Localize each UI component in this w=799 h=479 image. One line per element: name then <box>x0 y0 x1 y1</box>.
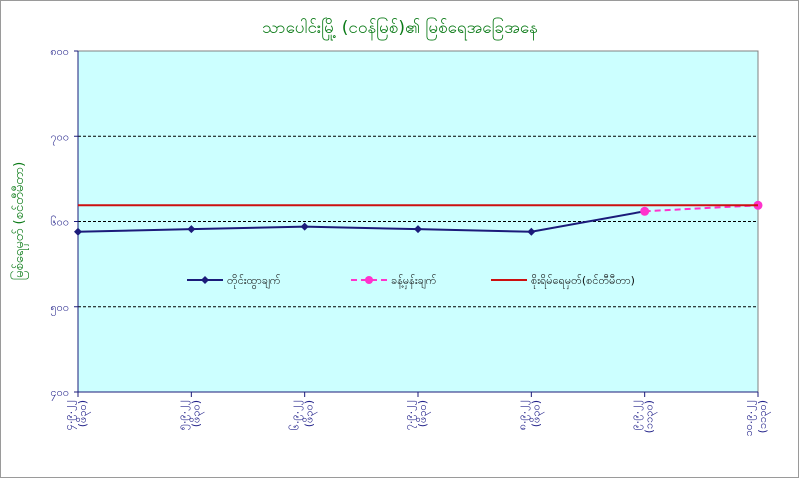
y-tick-label: ၅၀၀ <box>50 301 69 316</box>
forecast-point <box>640 206 650 216</box>
x-tick-label: (၁၁၃၀) <box>643 400 658 433</box>
x-tick-label: (ဖိ၃၀) <box>76 400 91 427</box>
x-tick-label: ၄.၉.၂၂ <box>62 400 77 430</box>
x-tick-labels: ၄.၉.၂၂ (ဖိ၃၀) ၅.၉.၂၂ (ဖိ၃၀) ၆.၉.၂၂ (ဖိ၃၀) ၇.၉.… <box>62 392 771 436</box>
x-tick-label: ၁၀.၉.၂၂ <box>742 400 757 436</box>
data-point <box>414 225 422 234</box>
x-tick-label: ၈.၉.၂၂ <box>515 400 530 430</box>
data-point <box>300 222 309 231</box>
legend-label: စိုးရိမ်ရေမှတ်(စင်တီမီတာ) <box>531 274 635 289</box>
y-tick-label: ၄၀၀ <box>50 386 69 401</box>
legend-marker <box>365 276 373 284</box>
x-tick-label: (ဖိ၃၀) <box>416 400 431 427</box>
y-tick-label: ၆၀၀ <box>50 216 69 229</box>
x-tick-label: (ဖိ၃၀) <box>529 400 544 427</box>
x-tick-label: (ဖိ၃၀) <box>303 400 318 427</box>
legend: တိုင်းထွာချက် ခန့်မှန်းချက် စိုးရိမ်ရေမှတ်… <box>187 274 635 289</box>
legend-label: ခန့်မှန်းချက် <box>391 274 437 289</box>
series <box>74 200 763 236</box>
legend-label: တိုင်းထွာချက် <box>227 274 281 289</box>
y-tick-label: ၇၀၀ <box>50 130 69 145</box>
x-tick-label: ၇.၉.၂၂ <box>402 400 417 430</box>
gridlines <box>78 135 758 308</box>
series-line-1 <box>77 210 645 233</box>
data-point <box>74 227 82 236</box>
x-tick-label: (ဖိ၃၀) <box>189 400 204 427</box>
y-tick-label: ၈၀၀ <box>50 45 69 58</box>
data-point <box>527 227 536 236</box>
chart-title: သာပေါင်းမြို့ (ငဝန်မြစ်)၏ မြစ်ရေအခြေအနေ <box>262 16 538 41</box>
x-tick-label: (၁၁၃၀) <box>756 400 771 433</box>
y-axis-label: မြစ်ရေမှတ် (စင်တီမီတာ) <box>10 162 29 280</box>
data-point <box>187 225 196 234</box>
x-tick-label: ၅.၉.၂၂ <box>175 400 190 430</box>
x-tick-label: ၆.၉.၂၂ <box>289 400 304 430</box>
legend-marker <box>201 276 209 284</box>
x-tick-label: ၉.၉.၂၂ <box>629 400 644 430</box>
